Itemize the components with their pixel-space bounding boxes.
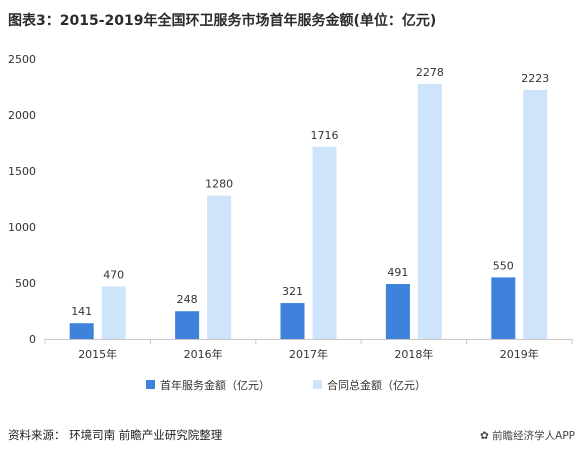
bar-first-year-amount [491,277,516,339]
x-tick-label: 2018年 [394,347,433,361]
y-tick-label: 0 [29,333,36,346]
data-label: 550 [493,259,514,272]
chart-title: 图表3：2015-2019年全国环卫服务市场首年服务金额(单位：亿元) [8,13,437,29]
y-tick-label: 500 [15,277,36,290]
wechat-icon: ✿ [480,430,493,442]
y-tick-label: 1000 [8,221,36,234]
source-note: 资料来源： 环境司南 前瞻产业研究院整理 [8,428,223,442]
x-tick-label: 2015年 [78,347,117,361]
x-tick-label: 2017年 [289,347,328,361]
x-tick-label: 2019年 [500,347,539,361]
legend-label: 合同总金额（亿元） [327,378,426,392]
legend-swatch-contract-total [313,380,322,389]
data-label: 2278 [416,66,444,79]
legend-label: 首年服务金额（亿元） [160,378,270,392]
bar-contract-total [417,83,442,339]
wechat-label: 前瞻经济学人APP [492,430,575,442]
bar-contract-total [523,90,548,339]
bar-first-year-amount [385,284,410,339]
data-label: 141 [71,305,92,318]
data-label: 491 [387,266,408,279]
y-tick-label: 2500 [8,53,36,66]
bar-contract-total [312,146,337,339]
bar-contract-total [101,286,126,339]
bar-first-year-amount [69,323,94,339]
wechat-watermark: ✿ 前瞻经济学人APP [480,428,575,443]
x-tick-label: 2016年 [184,347,223,361]
bar-first-year-amount [175,311,200,339]
bar-contract-total [207,195,232,339]
legend-swatch-first-year [146,380,155,389]
data-label: 1280 [205,178,233,191]
data-label: 1716 [311,129,339,142]
data-label: 321 [282,285,303,298]
bar-first-year-amount [280,303,305,339]
data-label: 2223 [521,72,549,85]
data-label: 248 [177,293,198,306]
y-tick-label: 2000 [8,109,36,122]
data-label: 470 [103,268,124,281]
y-tick-label: 1500 [8,165,36,178]
